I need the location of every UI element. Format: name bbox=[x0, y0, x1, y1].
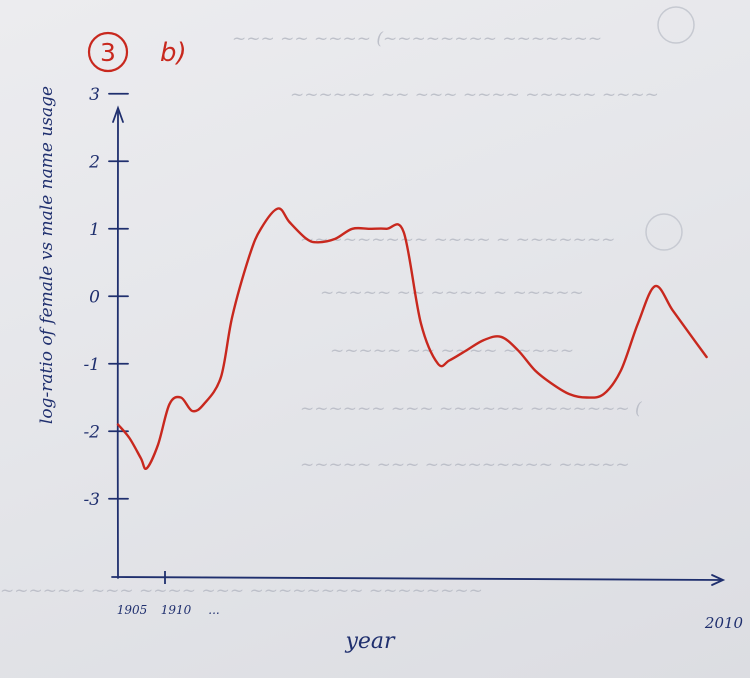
series-line bbox=[116, 207, 708, 471]
x-tick-label: ... bbox=[208, 603, 219, 617]
x-axis-arrow bbox=[711, 574, 726, 586]
bleed-circle-2 bbox=[645, 213, 683, 251]
bleed-line-1: ~~~ ~~ ~~~~ (~~~~~~~~ ~~~~~~~ bbox=[232, 29, 602, 49]
bleed-line-3: ~~~~~~~~~ ~~~~ ~ ~~~~~~~ bbox=[300, 230, 615, 250]
y-ticks: 3 2 1 0 -1 -2 -3 bbox=[83, 85, 129, 510]
y-tick-label: 1 bbox=[89, 220, 100, 240]
bleed-line-6: ~~~~~~ ~~~ ~~~~~~ ~~~~~~~ ( bbox=[300, 399, 642, 419]
question-number: 3 bbox=[100, 38, 116, 67]
bleed-line-7: ~~~~~ ~~~ ~~~~~~~~~ ~~~~~ bbox=[300, 455, 630, 475]
bleed-line-4: ~~~~~ ~~ ~~~~ ~ ~~~~~ bbox=[320, 283, 584, 303]
x-axis-line bbox=[111, 576, 723, 581]
y-tick-label: 0 bbox=[89, 287, 100, 307]
y-axis-arrow bbox=[112, 105, 124, 123]
y-tick-label: 3 bbox=[89, 85, 100, 105]
axes bbox=[111, 105, 726, 586]
x-axis-label: year bbox=[344, 629, 396, 654]
question-part: b) bbox=[160, 38, 187, 68]
bleed-line-2: ~~~~~~ ~~ ~~~ ~~~~ ~~~~~ ~~~~ bbox=[290, 85, 659, 105]
bleed-through-text: ~~~ ~~ ~~~~ (~~~~~~~~ ~~~~~~~ ~~~~~~ ~~ … bbox=[0, 6, 695, 601]
x-tick-label: 1905 bbox=[117, 603, 148, 617]
x-tick-label: 1910 bbox=[161, 603, 192, 617]
bleed-line-8: ~~~~~~ ~~~ ~~~~ ~~~ ~~~~~~~~ ~~~~~~~~ bbox=[0, 581, 483, 601]
y-tick-label: -1 bbox=[83, 355, 100, 375]
y-tick-label: -2 bbox=[83, 422, 100, 442]
question-annotation: 3 b) bbox=[87, 31, 187, 73]
y-tick-label: -3 bbox=[83, 490, 100, 510]
x-ticks: 1905 1910 ... 2010 bbox=[117, 571, 744, 632]
y-axis-line bbox=[116, 111, 120, 579]
question-number-circle bbox=[87, 31, 129, 73]
bleed-circle-1 bbox=[657, 6, 695, 44]
x-tick-label: 2010 bbox=[704, 614, 744, 632]
y-axis-label: log-ratio of female vs male name usage bbox=[37, 86, 57, 424]
y-tick-label: 2 bbox=[88, 152, 100, 172]
